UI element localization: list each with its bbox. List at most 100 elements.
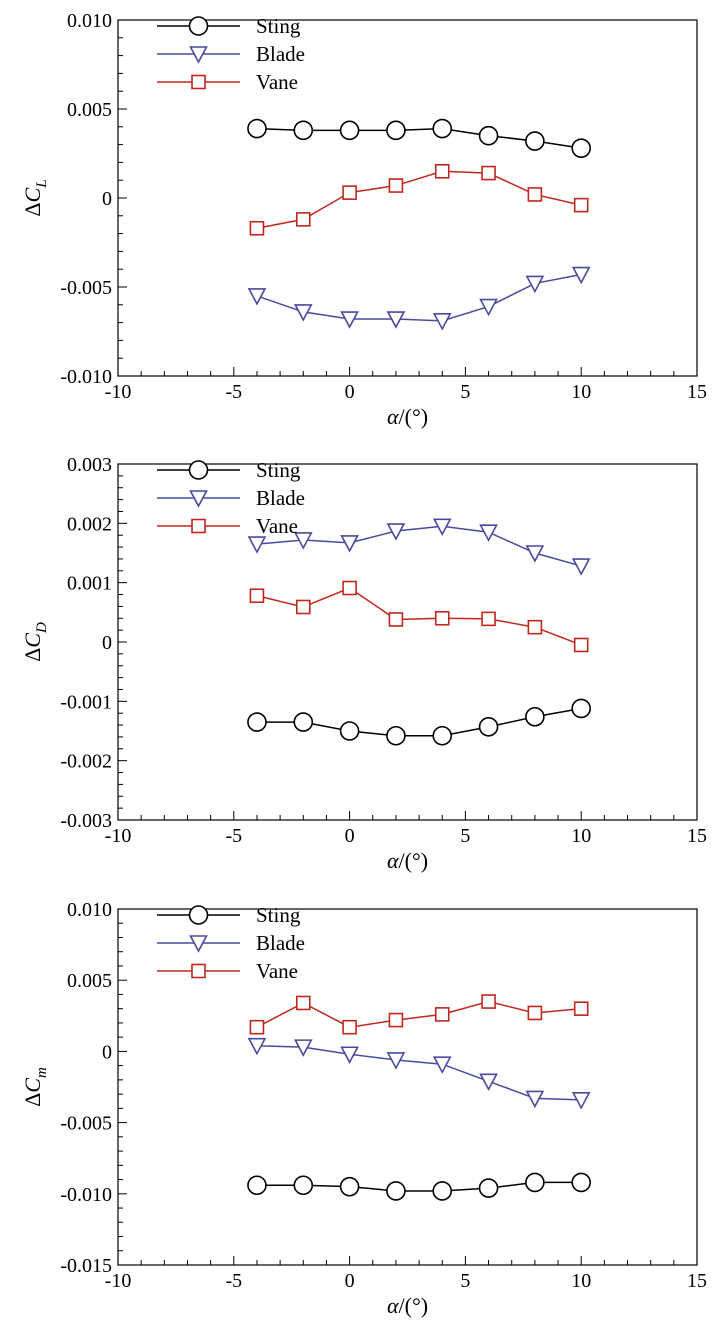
data-point-sting xyxy=(432,725,453,746)
data-point-vane xyxy=(573,197,589,213)
legend-label-vane: Vane xyxy=(256,514,298,538)
legend-label-vane: Vane xyxy=(256,959,298,983)
x-tick-label: 5 xyxy=(460,825,470,847)
data-point-blade xyxy=(247,536,267,554)
data-point-blade xyxy=(247,288,267,306)
data-point-sting xyxy=(386,1181,406,1201)
x-tick-label: -10 xyxy=(105,825,132,847)
series-sting xyxy=(247,1172,592,1201)
data-point-vane xyxy=(388,612,404,627)
data-point-sting xyxy=(293,712,314,732)
chart-1: -10 -5 0 5 10 15 -0.010 -0.005 0 0.005 0.010 α/(°) Δ… xyxy=(20,10,707,429)
legend-marker-vane xyxy=(191,963,206,979)
legend-label-vane: Vane xyxy=(256,70,298,94)
data-point-vane xyxy=(342,1019,357,1035)
data-point-blade xyxy=(525,1090,545,1109)
x-axis-label: α/(°) xyxy=(387,1293,428,1318)
data-point-vane xyxy=(527,619,543,635)
series-vane xyxy=(249,164,589,236)
legend-label-sting: Sting xyxy=(256,458,301,482)
data-point-blade xyxy=(432,313,452,331)
data-point-vane xyxy=(342,185,357,200)
data-point-blade xyxy=(386,1052,406,1070)
data-point-blade xyxy=(525,275,545,294)
data-point-vane xyxy=(481,994,496,1009)
y-tick-label: -0.010 xyxy=(60,366,112,388)
data-point-blade xyxy=(293,532,313,550)
x-tick-label: 15 xyxy=(687,381,707,403)
data-point-sting xyxy=(339,721,360,741)
x-axis-label: α/(°) xyxy=(387,404,428,429)
data-point-sting xyxy=(386,120,406,141)
legend-marker-vane xyxy=(191,74,206,90)
data-point-sting xyxy=(525,131,545,151)
legend-marker-blade xyxy=(189,46,208,64)
y-axis-label: ΔCL xyxy=(20,179,50,216)
data-point-blade xyxy=(432,518,452,536)
data-point-vane xyxy=(388,1012,404,1028)
data-point-blade xyxy=(386,311,406,329)
x-tick-label: 5 xyxy=(460,381,470,403)
legend-label-blade: Blade xyxy=(256,486,305,510)
data-point-blade xyxy=(571,1092,591,1110)
series-line-vane xyxy=(256,587,582,646)
legend: Sting Blade Vane xyxy=(157,458,305,538)
y-tick-label: 0.001 xyxy=(67,573,112,595)
data-point-blade xyxy=(247,1037,267,1056)
data-point-vane xyxy=(527,187,543,202)
x-tick-label: 0 xyxy=(345,1270,355,1292)
data-point-vane xyxy=(481,165,496,181)
data-point-blade xyxy=(432,1056,452,1074)
series-line-vane xyxy=(256,1000,582,1028)
data-point-vane xyxy=(481,611,496,627)
legend: Sting Blade Vane xyxy=(157,14,305,94)
x-tick-label: 10 xyxy=(571,1270,591,1292)
plot-frame xyxy=(117,463,698,821)
data-point-sting xyxy=(571,698,592,719)
data-point-sting xyxy=(293,1175,314,1196)
y-tick-label: 0.005 xyxy=(67,99,112,121)
x-axis-label: α/(°) xyxy=(387,848,428,873)
legend-marker-sting xyxy=(188,16,209,36)
y-tick-label: 0.003 xyxy=(67,454,112,476)
data-point-vane xyxy=(434,610,450,626)
data-point-sting xyxy=(247,1175,267,1196)
legend-marker-vane xyxy=(191,518,206,534)
x-tick-label: -5 xyxy=(225,825,242,847)
data-point-blade xyxy=(340,311,359,329)
data-point-vane xyxy=(434,1007,450,1022)
y-tick-label: -0.005 xyxy=(60,1113,112,1135)
data-point-sting xyxy=(478,125,499,146)
data-point-vane xyxy=(527,1005,543,1021)
x-tick-label: -10 xyxy=(105,1270,132,1292)
data-point-blade xyxy=(479,298,498,317)
legend-label-sting: Sting xyxy=(256,14,301,38)
y-tick-label: -0.002 xyxy=(60,751,112,773)
x-tick-label: 0 xyxy=(345,381,355,403)
y-tick-label: 0 xyxy=(102,632,112,654)
series-sting xyxy=(247,118,592,158)
y-axis-label: ΔCD xyxy=(20,622,50,662)
y-tick-label: 0.010 xyxy=(67,10,112,32)
data-point-sting xyxy=(432,1181,453,1201)
data-point-vane xyxy=(295,212,311,227)
series-vane xyxy=(249,994,589,1035)
data-point-sting xyxy=(571,1172,592,1193)
series-blade xyxy=(247,518,591,576)
data-point-blade xyxy=(386,523,406,541)
series-blade xyxy=(247,266,591,331)
x-tick-label: -10 xyxy=(105,381,132,403)
legend-label-sting: Sting xyxy=(256,903,301,927)
data-point-sting xyxy=(478,717,499,737)
data-point-vane xyxy=(573,637,589,653)
x-tick-label: 15 xyxy=(687,1270,707,1292)
y-tick-label: 0.005 xyxy=(67,970,112,992)
data-point-blade xyxy=(525,545,545,563)
y-tick-label: 0.010 xyxy=(67,899,112,921)
data-point-blade xyxy=(293,304,313,322)
legend-marker-blade xyxy=(189,490,208,508)
legend-label-blade: Blade xyxy=(256,931,305,955)
chart-3: -10 -5 0 5 10 15 -0.015 -0.010 -0.005 0 0.005 0.010… xyxy=(20,899,707,1318)
data-point-vane xyxy=(295,995,311,1011)
